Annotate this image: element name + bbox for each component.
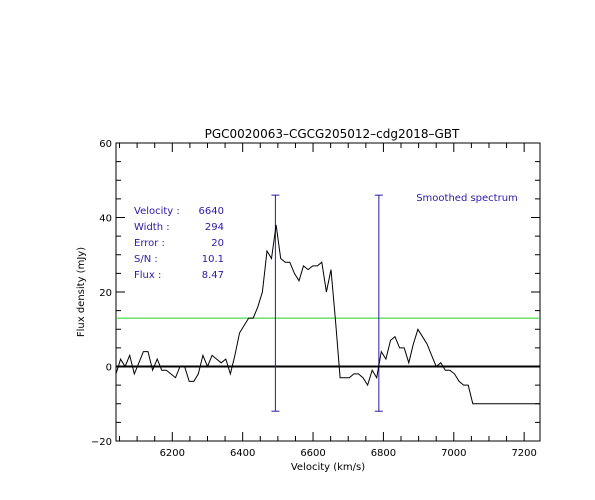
x-tick-label: 6800 (371, 448, 396, 459)
smoothed-spectrum-annotation: Smoothed spectrum (416, 193, 518, 204)
spectrum-series-line (115, 224, 540, 405)
measurement-label: Error : (134, 238, 165, 249)
y-tick-label: 60 (99, 139, 112, 150)
plot-frame (115, 142, 541, 442)
measurement-value: 6640 (199, 206, 224, 217)
x-tick-label: 7000 (441, 448, 466, 459)
measurement-label: S/N : (134, 254, 158, 265)
y-tick-label: 20 (99, 288, 112, 299)
x-axis-label: Velocity (km/s) (291, 462, 365, 473)
x-tick-label: 6200 (160, 448, 185, 459)
y-tick-label: −20 (91, 437, 112, 448)
chart-title: PGC0020063–CGCG205012–cdg2018–GBT (205, 127, 460, 141)
width-markers (271, 194, 383, 412)
measurement-label: Velocity : (134, 206, 180, 217)
x-tick-label: 6600 (300, 448, 325, 459)
y-tick-label: 0 (106, 363, 112, 374)
measurement-value: 20 (211, 238, 224, 249)
measurement-panel: Velocity : 6640 Width : 294 Error : 20 S/N : 10… (134, 206, 224, 281)
measurement-value: 10.1 (202, 254, 224, 265)
x-axis-ticks: 6200 6400 6600 6800 7000 7200 (119, 143, 537, 459)
measurement-label: Flux : (134, 270, 161, 281)
measurement-value: 294 (205, 222, 224, 233)
y-axis-label: Flux density (mJy) (76, 247, 87, 337)
measurement-value: 8.47 (202, 270, 224, 281)
x-tick-label: 6400 (230, 448, 255, 459)
measurement-label: Width : (134, 222, 170, 233)
x-tick-label: 7200 (511, 448, 536, 459)
y-tick-label: 40 (99, 214, 112, 225)
